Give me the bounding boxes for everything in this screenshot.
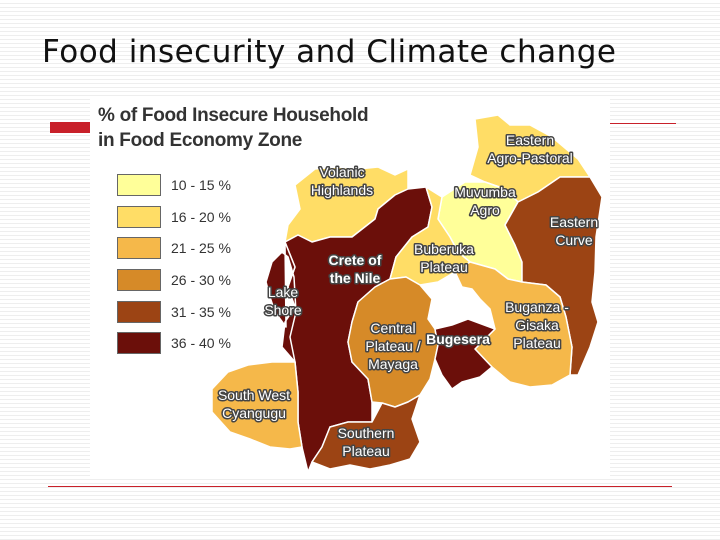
zone-label-muvumba-agro: Agro: [470, 202, 500, 218]
zone-buganza-gisaka-plateau[interactable]: [454, 261, 573, 388]
zone-label-crete-of-the-nile: Crete of: [329, 252, 382, 268]
zone-label-eastern-curve: Curve: [555, 232, 593, 248]
legend-swatch: [117, 174, 161, 196]
zone-label-southern-plateau: Plateau: [342, 443, 389, 459]
legend-title: % of Food Insecure Household in Food Eco…: [98, 103, 369, 153]
accent-bar: [50, 122, 112, 133]
zone-label-volanic-highlands: Highlands: [311, 182, 373, 198]
zone-label-south-west-cyangugu: Cyangugu: [222, 405, 286, 421]
legend-swatch: [117, 206, 161, 228]
zones-layer: [211, 114, 603, 473]
zone-label-central-plateau-mayaga: Central: [370, 320, 415, 336]
zone-label-volanic-highlands: Volanic: [319, 164, 364, 180]
legend-label: 10 - 15 %: [171, 177, 231, 193]
legend-label: 21 - 25 %: [171, 240, 231, 256]
zone-label-lake-shore: Lake: [268, 284, 299, 300]
zone-eastern-curve[interactable]: [504, 176, 603, 376]
accent-line-top: [608, 123, 676, 124]
zone-label-south-west-cyangugu: South West: [218, 387, 290, 403]
zone-south-west-cyangugu[interactable]: [211, 361, 303, 450]
legend-row: 36 - 40 %: [117, 332, 231, 354]
legend-swatch: [117, 332, 161, 354]
legend-row: 26 - 30 %: [117, 269, 231, 291]
legend-title-line-2: in Food Economy Zone: [98, 130, 303, 151]
legend-title-line-1: % of Food Insecure Household: [98, 105, 369, 126]
zone-label-southern-plateau: Southern: [338, 425, 395, 441]
zone-label-central-plateau-mayaga: Plateau /: [365, 338, 420, 354]
zone-label-lake-shore: Shore: [264, 302, 302, 318]
legend-label: 36 - 40 %: [171, 335, 231, 351]
zone-labels-layer: Eastern Agro-Pastoral Volanic Highlands Muvu…: [216, 131, 599, 461]
zone-lake-shore[interactable]: [265, 241, 297, 363]
zone-label-eastern-curve: Eastern: [550, 214, 598, 230]
zone-label-buganza-gisaka-plateau: Gisaka: [515, 317, 559, 333]
legend-label: 26 - 30 %: [171, 272, 231, 288]
zone-label-muvumba-agro: Muvumba: [454, 184, 516, 200]
slide-title: Food insecurity and Climate change: [42, 34, 617, 70]
legend-label: 31 - 35 %: [171, 304, 231, 320]
zone-bugesera[interactable]: [434, 318, 496, 390]
zone-label-crete-of-the-nile: the Nile: [330, 270, 381, 286]
zone-label-buganza-gisaka-plateau: Plateau: [513, 335, 560, 351]
legend-row: 21 - 25 %: [117, 237, 231, 259]
map-panel: Eastern Agro-Pastoral Volanic Highlands Muvu…: [90, 97, 610, 477]
rwanda-map: Eastern Agro-Pastoral Volanic Highlands Muvu…: [211, 114, 603, 473]
zone-label-bugesera: Bugesera: [426, 331, 490, 347]
zone-label-eastern-agro-pastoral: Eastern: [506, 132, 554, 148]
zone-southern-plateau[interactable]: [311, 394, 421, 470]
zone-buberuka-plateau[interactable]: [389, 186, 471, 286]
zone-label-buganza-gisaka-plateau: Buganza -: [505, 299, 569, 315]
zone-label-buberuka-plateau: Plateau: [420, 259, 467, 275]
legend-row: 10 - 15 %: [117, 174, 231, 196]
legend-swatch: [117, 237, 161, 259]
legend-swatch: [117, 269, 161, 291]
legend-label: 16 - 20 %: [171, 209, 231, 225]
zone-label-eastern-agro-pastoral: Agro-Pastoral: [487, 150, 573, 166]
legend-row: 31 - 35 %: [117, 301, 231, 323]
zone-label-central-plateau-mayaga: Mayaga: [368, 356, 418, 372]
legend-swatch: [117, 301, 161, 323]
accent-line-bottom: [48, 486, 672, 487]
zone-label-buberuka-plateau: Buberuka: [414, 241, 474, 257]
legend-row: 16 - 20 %: [117, 206, 231, 228]
